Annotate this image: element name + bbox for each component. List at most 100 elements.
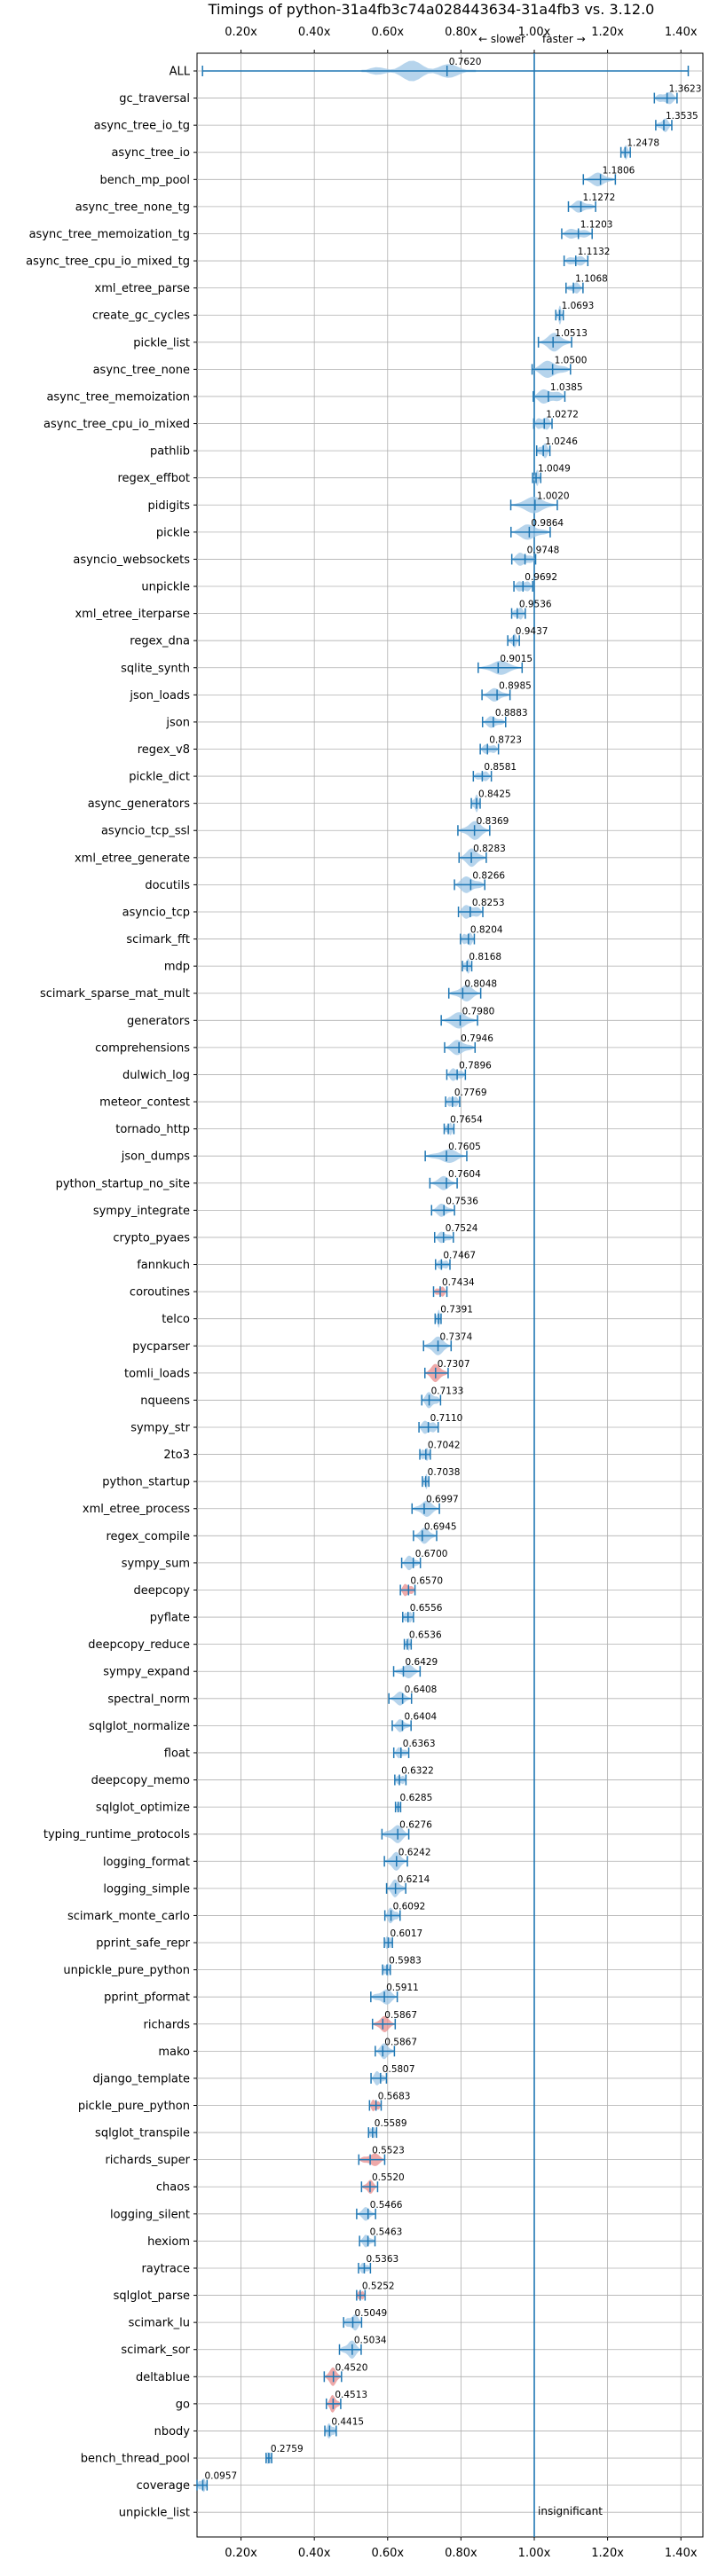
- value-label: 1.0020: [537, 491, 570, 501]
- value-label: 0.9015: [500, 654, 532, 664]
- benchmark-name-label: raytrace: [141, 2262, 190, 2275]
- value-label: 1.1068: [575, 274, 608, 285]
- benchmark-name-label: nbody: [154, 2425, 191, 2439]
- value-label: 1.0246: [545, 436, 578, 447]
- x-tick-label-top: 0.80x: [445, 26, 477, 39]
- benchmark-name-label: docutils: [145, 879, 190, 892]
- value-label: 0.7769: [454, 1088, 487, 1098]
- value-label: 0.7605: [448, 1142, 481, 1152]
- value-label: 1.1806: [603, 165, 635, 176]
- value-label: 0.2759: [271, 2444, 304, 2454]
- value-label: 0.5983: [389, 1956, 422, 1967]
- benchmark-name-label: sympy_expand: [103, 1666, 190, 1679]
- value-label: 0.7042: [428, 1441, 461, 1451]
- benchmark-name-label: scimark_fft: [126, 933, 190, 946]
- benchmark-name-label: async_tree_io_tg: [94, 120, 190, 133]
- benchmark-name-label: chaos: [156, 2181, 190, 2195]
- plot-frame: [196, 52, 704, 2538]
- benchmark-name-label: django_template: [93, 2072, 190, 2085]
- value-label: 0.9748: [527, 545, 560, 555]
- benchmark-name-label: scimark_monte_carlo: [67, 1910, 190, 1923]
- benchmark-name-label: bench_thread_pool: [81, 2453, 190, 2466]
- benchmark-name-label: async_tree_io: [111, 146, 190, 160]
- value-label: 0.7374: [440, 1331, 473, 1342]
- benchmark-name-label: asyncio_tcp_ssl: [101, 825, 190, 838]
- value-label: 0.5034: [354, 2336, 387, 2346]
- value-label: 1.3623: [669, 84, 702, 95]
- benchmark-name-label: pycparser: [132, 1340, 190, 1354]
- benchmark-name-label: scimark_sparse_mat_mult: [40, 987, 190, 1001]
- value-label: 0.6214: [398, 1874, 430, 1885]
- value-label: 0.5911: [386, 1983, 419, 1993]
- direction-slower-label: ← slower: [478, 33, 525, 45]
- x-tick-label-top: 1.20x: [591, 26, 624, 39]
- value-label: 0.6285: [400, 1793, 433, 1803]
- benchmark-name-label: go: [176, 2398, 190, 2411]
- value-label: 0.6570: [410, 1575, 443, 1586]
- benchmark-name-label: pickle_list: [133, 336, 190, 349]
- benchmark-name-label: fannkuch: [137, 1259, 190, 1272]
- value-label: 0.5466: [370, 2200, 403, 2211]
- value-label: 1.2478: [627, 138, 659, 149]
- benchmark-name-label: pickle_pure_python: [78, 2100, 190, 2113]
- benchmark-name-label: dulwich_log: [122, 1069, 190, 1082]
- value-label: 1.3535: [666, 111, 698, 122]
- value-label: 1.0513: [555, 328, 588, 339]
- benchmark-name-label: pprint_safe_repr: [96, 1937, 190, 1951]
- value-label: 1.1203: [580, 219, 613, 230]
- value-label: 0.7604: [448, 1169, 481, 1180]
- benchmark-name-label: richards_super: [105, 2154, 190, 2167]
- value-label: 0.7038: [428, 1467, 461, 1478]
- benchmark-name-label: richards: [144, 2018, 191, 2031]
- benchmark-name-label: deepcopy_memo: [91, 1774, 190, 1787]
- benchmark-name-label: mako: [158, 2046, 190, 2059]
- direction-faster-label: faster →: [542, 33, 586, 45]
- benchmark-name-label: sympy_str: [130, 1422, 190, 1435]
- benchmark-name-label: unpickle_pure_python: [63, 1964, 190, 1977]
- benchmark-name-label: 2to3: [163, 1449, 190, 1462]
- value-label: 0.8266: [472, 870, 505, 881]
- benchmark-name-label: scimark_sor: [121, 2344, 190, 2357]
- benchmark-name-label: sympy_integrate: [93, 1205, 190, 1218]
- benchmark-name-label: async_generators: [88, 797, 191, 811]
- value-label: 0.7654: [450, 1115, 483, 1126]
- benchmark-name-label: async_tree_cpu_io_mixed: [43, 418, 190, 431]
- benchmark-name-label: mdp: [164, 961, 190, 974]
- x-tick-label-bottom: 0.40x: [298, 2547, 331, 2560]
- value-label: 0.7467: [443, 1251, 476, 1261]
- benchmark-name-label: logging_silent: [110, 2208, 190, 2221]
- benchmark-name-label: sqlglot_optimize: [96, 1802, 190, 1815]
- value-label: 0.8283: [473, 844, 506, 854]
- value-label: 0.6408: [405, 1685, 438, 1695]
- x-tick-label-top: 0.60x: [371, 26, 404, 39]
- benchmark-name-label: xml_etree_generate: [75, 852, 190, 865]
- benchmark-name-label: sqlite_synth: [121, 662, 190, 675]
- benchmark-name-label: unpickle_list: [119, 2507, 190, 2520]
- value-label: 0.6429: [406, 1657, 438, 1668]
- value-label: 0.5363: [366, 2254, 398, 2265]
- value-label: 0.7307: [438, 1359, 470, 1370]
- value-label: 0.8425: [478, 789, 511, 800]
- benchmark-name-label: asyncio_tcp: [122, 906, 190, 919]
- benchmark-name-label: telco: [162, 1313, 190, 1326]
- value-label: 0.7434: [442, 1277, 475, 1288]
- value-label: 0.6700: [415, 1549, 448, 1559]
- benchmark-name-label: pyflate: [150, 1612, 190, 1625]
- benchmark-name-label: logging_format: [103, 1856, 190, 1869]
- benchmark-name-label: async_tree_memoization: [46, 390, 190, 404]
- value-label: 0.6363: [403, 1739, 436, 1749]
- value-label: 0.6017: [390, 1928, 422, 1939]
- benchmark-name-label: gc_traversal: [119, 92, 190, 106]
- benchmark-name-label: float: [164, 1747, 190, 1760]
- value-label: 0.9692: [525, 572, 557, 583]
- plot-marks: [196, 53, 690, 2537]
- value-label: 0.5683: [378, 2092, 411, 2102]
- value-label: 0.9864: [531, 518, 564, 529]
- benchmark-name-label: hexiom: [147, 2235, 190, 2249]
- value-label: 0.0957: [204, 2471, 237, 2482]
- x-tick-label-bottom: 0.80x: [445, 2547, 477, 2560]
- value-label: 0.6404: [404, 1711, 437, 1722]
- benchmark-name-label: pickle_dict: [129, 771, 190, 784]
- chart-title: Timings of python-31a4fb3c74a028443634-3…: [208, 1, 655, 18]
